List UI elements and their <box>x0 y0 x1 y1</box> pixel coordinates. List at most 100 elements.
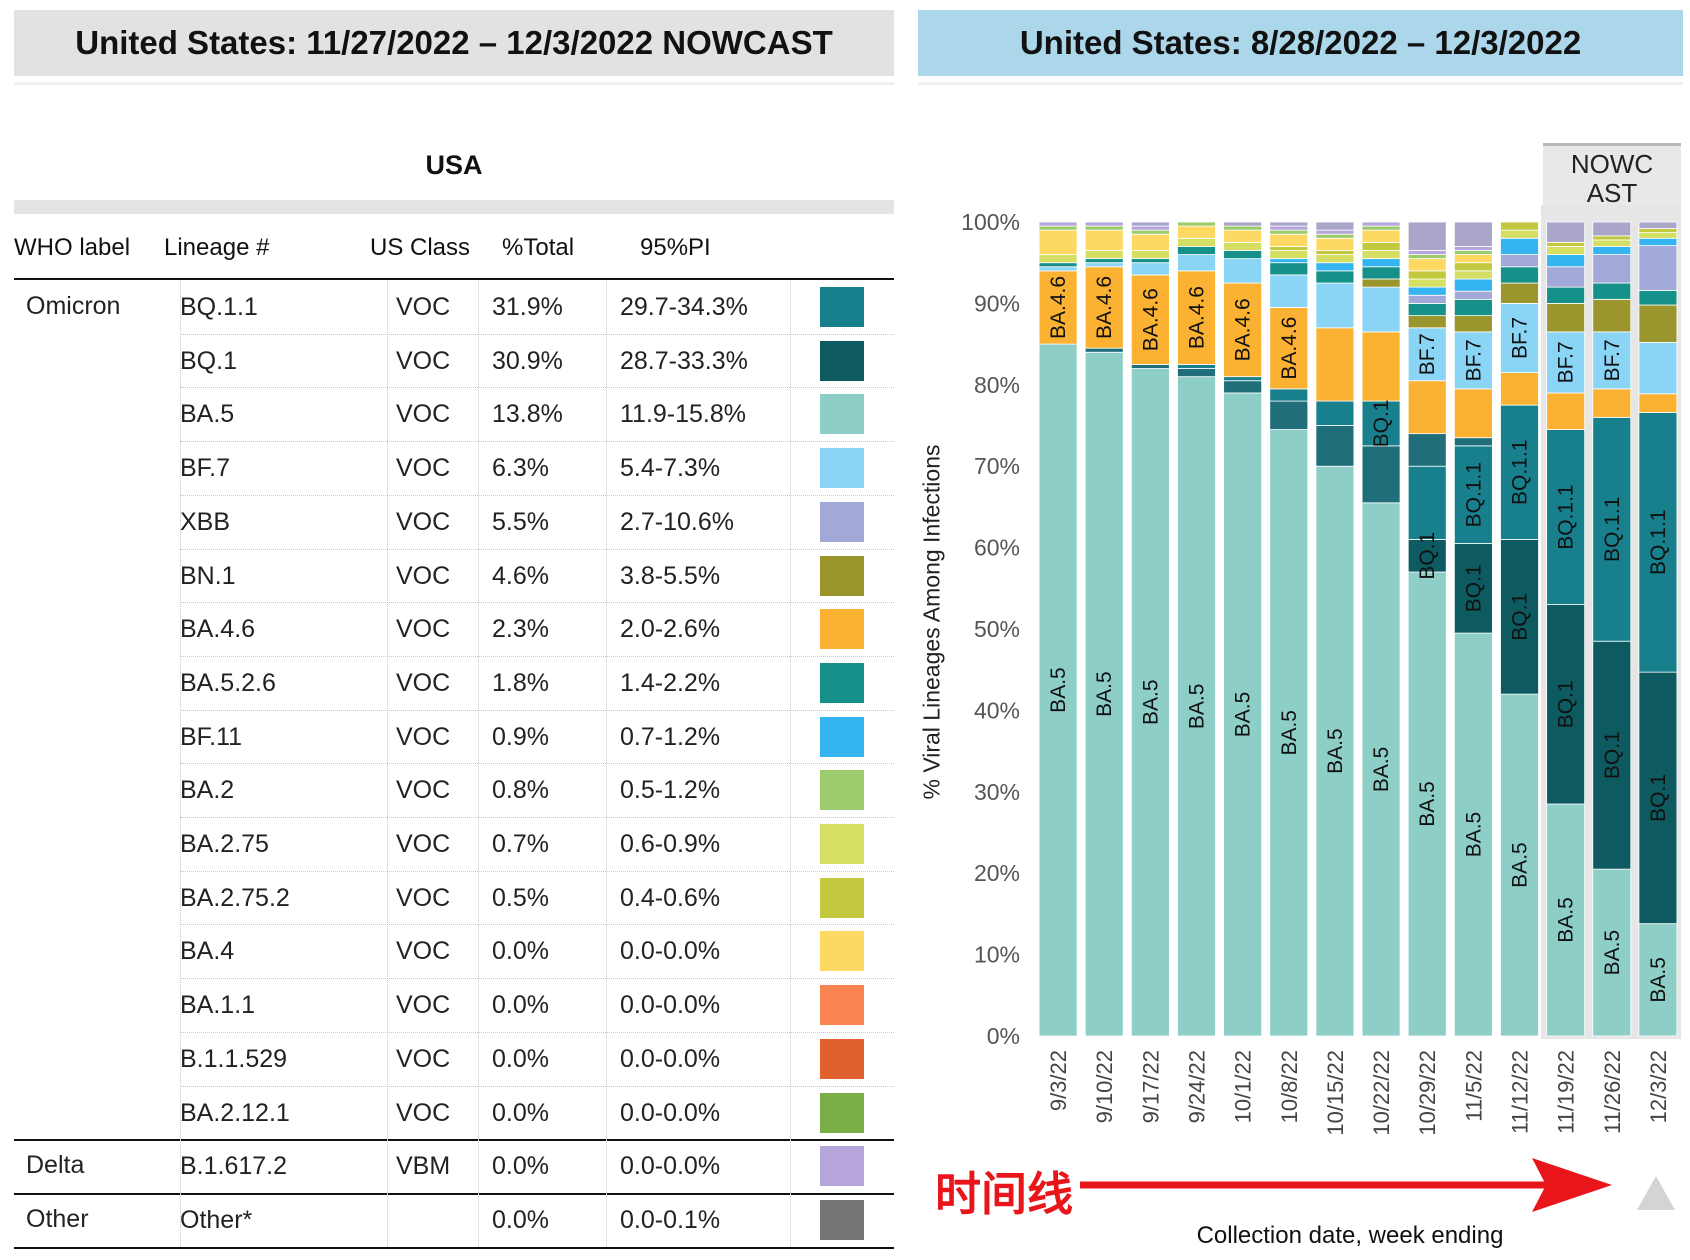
column-divider <box>606 280 607 1140</box>
table-row: BA.5 VOC 13.8% 11.9-15.8% <box>14 387 894 441</box>
bar-label: BA.5 <box>1462 812 1485 858</box>
col-header-who-label: WHO label <box>14 234 131 261</box>
bar-segment <box>1315 282 1355 329</box>
bar-segment <box>1084 250 1124 260</box>
bar-segment <box>1130 229 1170 235</box>
bar-segment <box>1223 229 1263 243</box>
bar-segment <box>1223 376 1263 382</box>
bar-label: BA.5 <box>1370 747 1393 793</box>
bar-segment <box>1500 282 1539 304</box>
y-tick-label: 30% <box>974 779 1020 805</box>
column-divider <box>606 1139 607 1193</box>
bar-segment <box>1453 331 1493 390</box>
col-header-percent-total: %Total <box>502 234 575 261</box>
lineage-color-swatch <box>820 1092 864 1133</box>
bar-segment <box>1453 262 1493 272</box>
row-divider <box>180 817 894 818</box>
percent-cell: 0.0% <box>492 937 549 966</box>
bar-segment <box>1407 278 1447 288</box>
bar-label: BQ.1.1 <box>1462 462 1485 527</box>
bar-segment <box>1361 445 1401 504</box>
bar-segment <box>1269 400 1309 430</box>
x-tick-label: 9/17/22 <box>1138 1050 1163 1123</box>
y-tick-label: 100% <box>961 209 1020 235</box>
nowcast-label-line-2: AST <box>1586 178 1638 208</box>
table-row: BA.4.6 VOC 2.3% 2.0-2.6% <box>14 602 894 656</box>
bar-segment <box>1500 266 1539 284</box>
bar-segment <box>1038 221 1078 227</box>
x-tick-label: 10/8/22 <box>1277 1050 1302 1123</box>
pi-cell: 0.0-0.0% <box>620 937 721 966</box>
percent-cell: 0.0% <box>492 1205 549 1234</box>
right-panel-title: United States: 8/28/2022 – 12/3/2022 <box>1019 24 1582 61</box>
lineage-cell: BA.5.2.6 <box>180 668 276 697</box>
table-row: B.1.617.2 VBM 0.0% 0.0-0.0% <box>14 1139 894 1193</box>
bar-segment <box>1038 266 1078 272</box>
y-tick-label: 0% <box>987 1023 1020 1049</box>
y-tick-label: 90% <box>974 290 1020 316</box>
bar-label: BQ.1 <box>1462 564 1485 612</box>
lineage-color-swatch <box>820 716 864 757</box>
bar-segment <box>1223 282 1263 378</box>
col-header-pi: 95%PI <box>640 234 711 261</box>
class-cell: VOC <box>396 830 451 858</box>
pi-cell: 0.6-0.9% <box>620 830 721 858</box>
lineage-color-swatch <box>820 770 864 811</box>
table-row: BA.1.1 VOC 0.0% 0.0-0.0% <box>14 978 894 1032</box>
percent-cell: 0.5% <box>492 883 549 912</box>
pi-cell: 3.8-5.5% <box>620 561 721 590</box>
pi-cell: 0.0-0.0% <box>620 1044 721 1073</box>
row-divider <box>180 602 894 604</box>
bar-segment <box>1084 225 1124 231</box>
bar-segment <box>1361 225 1401 231</box>
table-row: BQ.1 VOC 30.9% 28.7-33.3% <box>14 334 894 388</box>
pi-cell: 0.0-0.0% <box>620 1152 721 1181</box>
bar-segment <box>1038 225 1078 231</box>
scroll-up-icon[interactable] <box>1637 1176 1675 1210</box>
y-tick-label: 80% <box>974 372 1020 398</box>
bar-segment <box>1453 315 1493 333</box>
bar-segment <box>1315 262 1355 272</box>
bar-segment <box>1453 246 1493 251</box>
x-tick-label: 9/24/22 <box>1185 1050 1210 1123</box>
bar-segment <box>1407 294 1447 304</box>
bar-segment <box>1269 250 1309 260</box>
bar-label: BA.5 <box>1232 692 1255 738</box>
left-panel-header: United States: 11/27/2022 – 12/3/2022 NO… <box>14 10 894 76</box>
column-divider <box>790 280 791 1140</box>
table-row: B.1.1.529 VOC 0.0% 0.0-0.0% <box>14 1032 894 1086</box>
x-tick-label: 10/1/22 <box>1231 1050 1256 1123</box>
who-label-cell: Omicron <box>26 292 121 320</box>
who-label-cell: Other <box>26 1204 89 1233</box>
pi-cell: 28.7-33.3% <box>620 346 748 375</box>
bar-segment <box>1269 388 1309 402</box>
table-row: BF.7 VOC 6.3% 5.4-7.3% <box>14 441 894 495</box>
class-cell: VOC <box>396 722 451 751</box>
y-tick-label: 20% <box>974 860 1020 886</box>
bar-segment <box>1453 254 1493 264</box>
bar-label: BQ.1.1 <box>1509 440 1532 505</box>
bar-segment <box>1177 246 1216 255</box>
class-cell: VOC <box>396 454 451 483</box>
lineage-color-swatch <box>820 877 864 918</box>
row-divider <box>180 387 894 389</box>
bar-segment <box>1361 258 1401 268</box>
bar-segment <box>1269 258 1309 264</box>
pi-cell: 11.9-15.8% <box>620 400 747 429</box>
bar-segment <box>1453 250 1493 255</box>
nowcast-label-box: NOWC AST <box>1543 143 1681 208</box>
bar-segment <box>1500 372 1539 406</box>
bar-segment <box>1177 270 1216 365</box>
table-row: Other* 0.0% 0.0-0.1% <box>14 1193 894 1247</box>
class-cell: VOC <box>396 883 451 912</box>
table-row: BA.2.75.2 VOC 0.5% 0.4-0.6% <box>14 871 894 925</box>
row-divider <box>180 1085 894 1087</box>
y-axis-title-text: % Viral Lineages Among Infections <box>918 444 945 800</box>
bar-segment <box>1315 400 1355 426</box>
x-tick-label: 10/15/22 <box>1323 1050 1348 1136</box>
bar-segment <box>1223 221 1263 227</box>
row-divider <box>180 494 894 496</box>
bar-segment <box>1361 250 1401 260</box>
y-tick-label: 70% <box>974 453 1020 479</box>
bar-segment <box>1500 229 1539 239</box>
